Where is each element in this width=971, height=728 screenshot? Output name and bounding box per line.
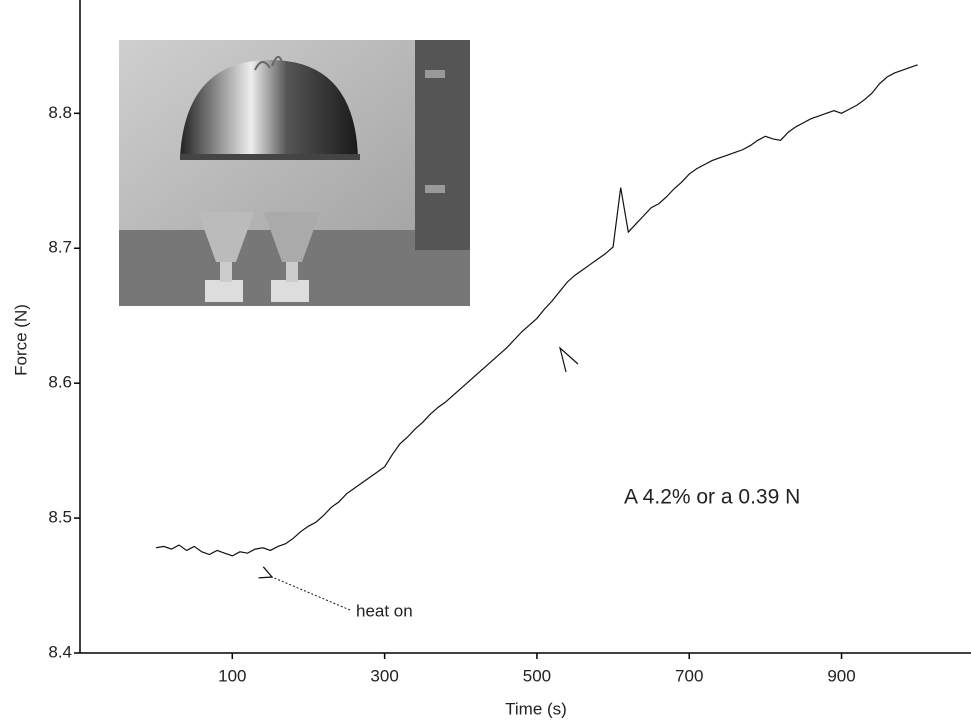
photo-inset bbox=[119, 40, 470, 306]
annotation: A 4.2% or a 0.39 N bbox=[624, 486, 800, 509]
y-tick-label: 8.7 bbox=[48, 238, 72, 257]
x-tick-label: 500 bbox=[523, 666, 551, 685]
y-tick-label: 8.4 bbox=[48, 642, 72, 661]
data-line bbox=[156, 64, 918, 557]
y-tick-label: 8.8 bbox=[48, 103, 72, 122]
annotation: heat on bbox=[356, 601, 413, 620]
hand-mark bbox=[558, 346, 579, 373]
x-tick-label: 100 bbox=[218, 666, 246, 685]
x-tick-label: 300 bbox=[370, 666, 398, 685]
y-axis-title: Force (N) bbox=[11, 304, 30, 376]
y-tick-label: 8.5 bbox=[48, 508, 72, 527]
x-tick-label: 700 bbox=[675, 666, 703, 685]
x-axis-title: Time (s) bbox=[505, 699, 567, 718]
x-tick-label: 900 bbox=[827, 666, 855, 685]
annotation-arrow bbox=[272, 577, 351, 611]
y-tick-label: 8.6 bbox=[48, 373, 72, 392]
